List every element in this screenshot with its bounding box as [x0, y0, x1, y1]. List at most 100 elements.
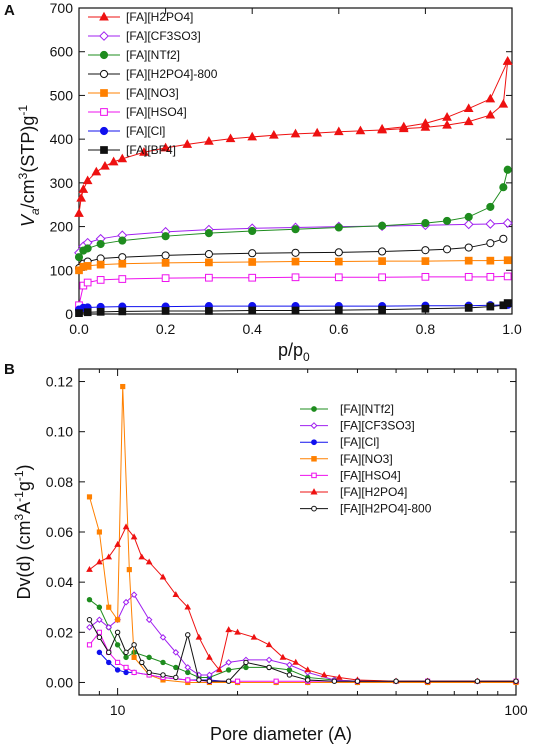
- data-point: [96, 634, 103, 641]
- data-point: [82, 175, 93, 185]
- panel-b-legend: [FA][NTf2] [FA][CF3SO3] [FA][Cl] [FA][NO3] […: [300, 402, 432, 516]
- data-point: [96, 604, 103, 610]
- data-point: [131, 669, 137, 676]
- data-point: [421, 246, 430, 255]
- legend-label: [FA][NO3]: [126, 86, 179, 100]
- legend-label: [FA][NTf2]: [126, 48, 180, 62]
- data-point: [421, 272, 430, 281]
- data-point: [86, 623, 93, 631]
- data-point: [74, 208, 84, 217]
- legend-marker: [99, 31, 109, 41]
- series-fa-h2po4: [74, 56, 513, 217]
- data-point: [118, 259, 127, 268]
- data-point: [225, 678, 232, 684]
- x-tick-label: 10: [110, 702, 126, 718]
- data-point: [205, 307, 213, 315]
- legend-label: [FA][H2PO4]-800: [126, 67, 218, 81]
- y-tick-label: 500: [50, 87, 74, 103]
- legend-marker: [100, 89, 108, 97]
- data-point: [503, 299, 512, 307]
- data-point: [86, 494, 93, 500]
- data-point: [182, 139, 193, 148]
- data-point: [173, 664, 179, 671]
- data-point: [117, 153, 128, 163]
- data-point: [96, 239, 105, 249]
- data-point: [442, 216, 452, 225]
- data-point: [130, 591, 138, 598]
- data-point: [286, 667, 293, 673]
- data-point: [96, 276, 105, 284]
- series-fa-no3: [75, 256, 512, 275]
- data-point: [146, 669, 152, 676]
- data-point: [118, 236, 127, 245]
- data-point: [206, 653, 213, 660]
- data-point: [398, 123, 409, 133]
- data-point: [160, 659, 166, 666]
- data-point: [204, 136, 214, 145]
- legend-label: [FA][NO3]: [340, 452, 393, 466]
- panel-b-series: [86, 383, 520, 686]
- data-point: [120, 383, 126, 390]
- data-point: [286, 672, 293, 678]
- data-point: [161, 307, 170, 315]
- y-tick-label: 0.12: [46, 374, 73, 390]
- panel-b-letter: B: [4, 361, 15, 378]
- data-point: [76, 192, 87, 202]
- legend-marker: [99, 126, 109, 136]
- x-tick-label: 0.6: [329, 321, 349, 337]
- panel-b-ticks: 10 100 0.00 0.02 0.04 0.06 0.08 0.10 0.12: [46, 369, 528, 718]
- data-point: [503, 165, 512, 174]
- data-point: [463, 219, 474, 230]
- data-point: [225, 659, 232, 666]
- data-point: [486, 256, 495, 265]
- data-point: [499, 234, 508, 243]
- svg-text:Dv(d) (cm3A-1g-1): Dv(d) (cm3A-1g-1): [12, 464, 34, 599]
- data-point: [86, 565, 93, 572]
- panel-a-letter: A: [4, 2, 15, 19]
- data-point: [204, 229, 213, 238]
- data-point: [354, 678, 361, 684]
- x-tick-label: 0.8: [416, 321, 436, 337]
- data-point: [96, 649, 103, 656]
- data-point: [126, 567, 132, 573]
- data-point: [106, 604, 112, 610]
- data-point: [185, 632, 191, 638]
- data-point: [185, 677, 191, 683]
- data-point: [118, 275, 127, 283]
- legend-item: [FA][H2PO4]: [88, 10, 193, 24]
- panel-a-y-axis-title: Va/cm3(STP)g-1: [16, 105, 42, 227]
- data-point: [421, 304, 430, 313]
- data-point: [442, 119, 452, 129]
- data-point: [225, 667, 232, 673]
- data-point: [503, 272, 512, 281]
- data-point: [145, 616, 153, 624]
- legend-item: [FA][NTf2]: [88, 48, 180, 62]
- data-point: [195, 633, 203, 640]
- data-point: [421, 219, 430, 228]
- panel-a: A 0.0 0.2 0.4 0.6 0.8 1.0 0 100 200 300 400 500 600 7…: [4, 0, 522, 364]
- data-point: [442, 245, 452, 254]
- panel-b-x-axis-title: Pore diameter (A): [210, 724, 352, 744]
- data-point: [286, 661, 293, 669]
- y-tick-label: 0.10: [46, 424, 73, 440]
- data-point: [159, 573, 167, 580]
- series-fa-hso4: [75, 272, 512, 310]
- data-point: [83, 244, 92, 253]
- data-point: [131, 654, 137, 660]
- panel-a-series: [74, 56, 513, 317]
- data-point: [304, 666, 312, 673]
- legend-item: [FA][HSO4]: [88, 105, 187, 119]
- data-point: [83, 308, 92, 317]
- legend-label: [FA][H2PO4]-800: [340, 502, 432, 516]
- series-fa-h2po4-800: [86, 617, 519, 684]
- data-point: [464, 243, 473, 252]
- data-point: [86, 617, 93, 623]
- data-point: [205, 258, 213, 267]
- data-point: [114, 642, 121, 648]
- data-point: [91, 166, 102, 176]
- data-point: [78, 184, 89, 193]
- legend-marker: [100, 146, 108, 154]
- data-point: [106, 649, 112, 656]
- data-point: [266, 664, 272, 671]
- legend-marker: [310, 488, 318, 495]
